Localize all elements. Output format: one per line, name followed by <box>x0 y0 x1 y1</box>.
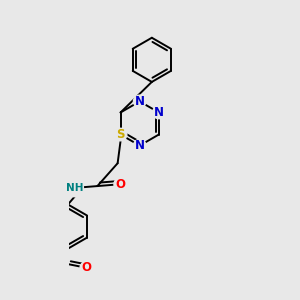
Circle shape <box>134 139 146 152</box>
Text: N: N <box>135 139 145 152</box>
Circle shape <box>153 106 165 119</box>
Circle shape <box>66 179 83 197</box>
Circle shape <box>134 95 146 108</box>
Text: NH: NH <box>66 183 83 193</box>
Circle shape <box>80 262 93 274</box>
Text: O: O <box>115 178 125 191</box>
Text: O: O <box>81 261 91 274</box>
Circle shape <box>114 178 127 190</box>
Text: N: N <box>135 95 145 108</box>
Circle shape <box>114 128 127 141</box>
Text: S: S <box>116 128 125 141</box>
Text: N: N <box>154 106 164 119</box>
